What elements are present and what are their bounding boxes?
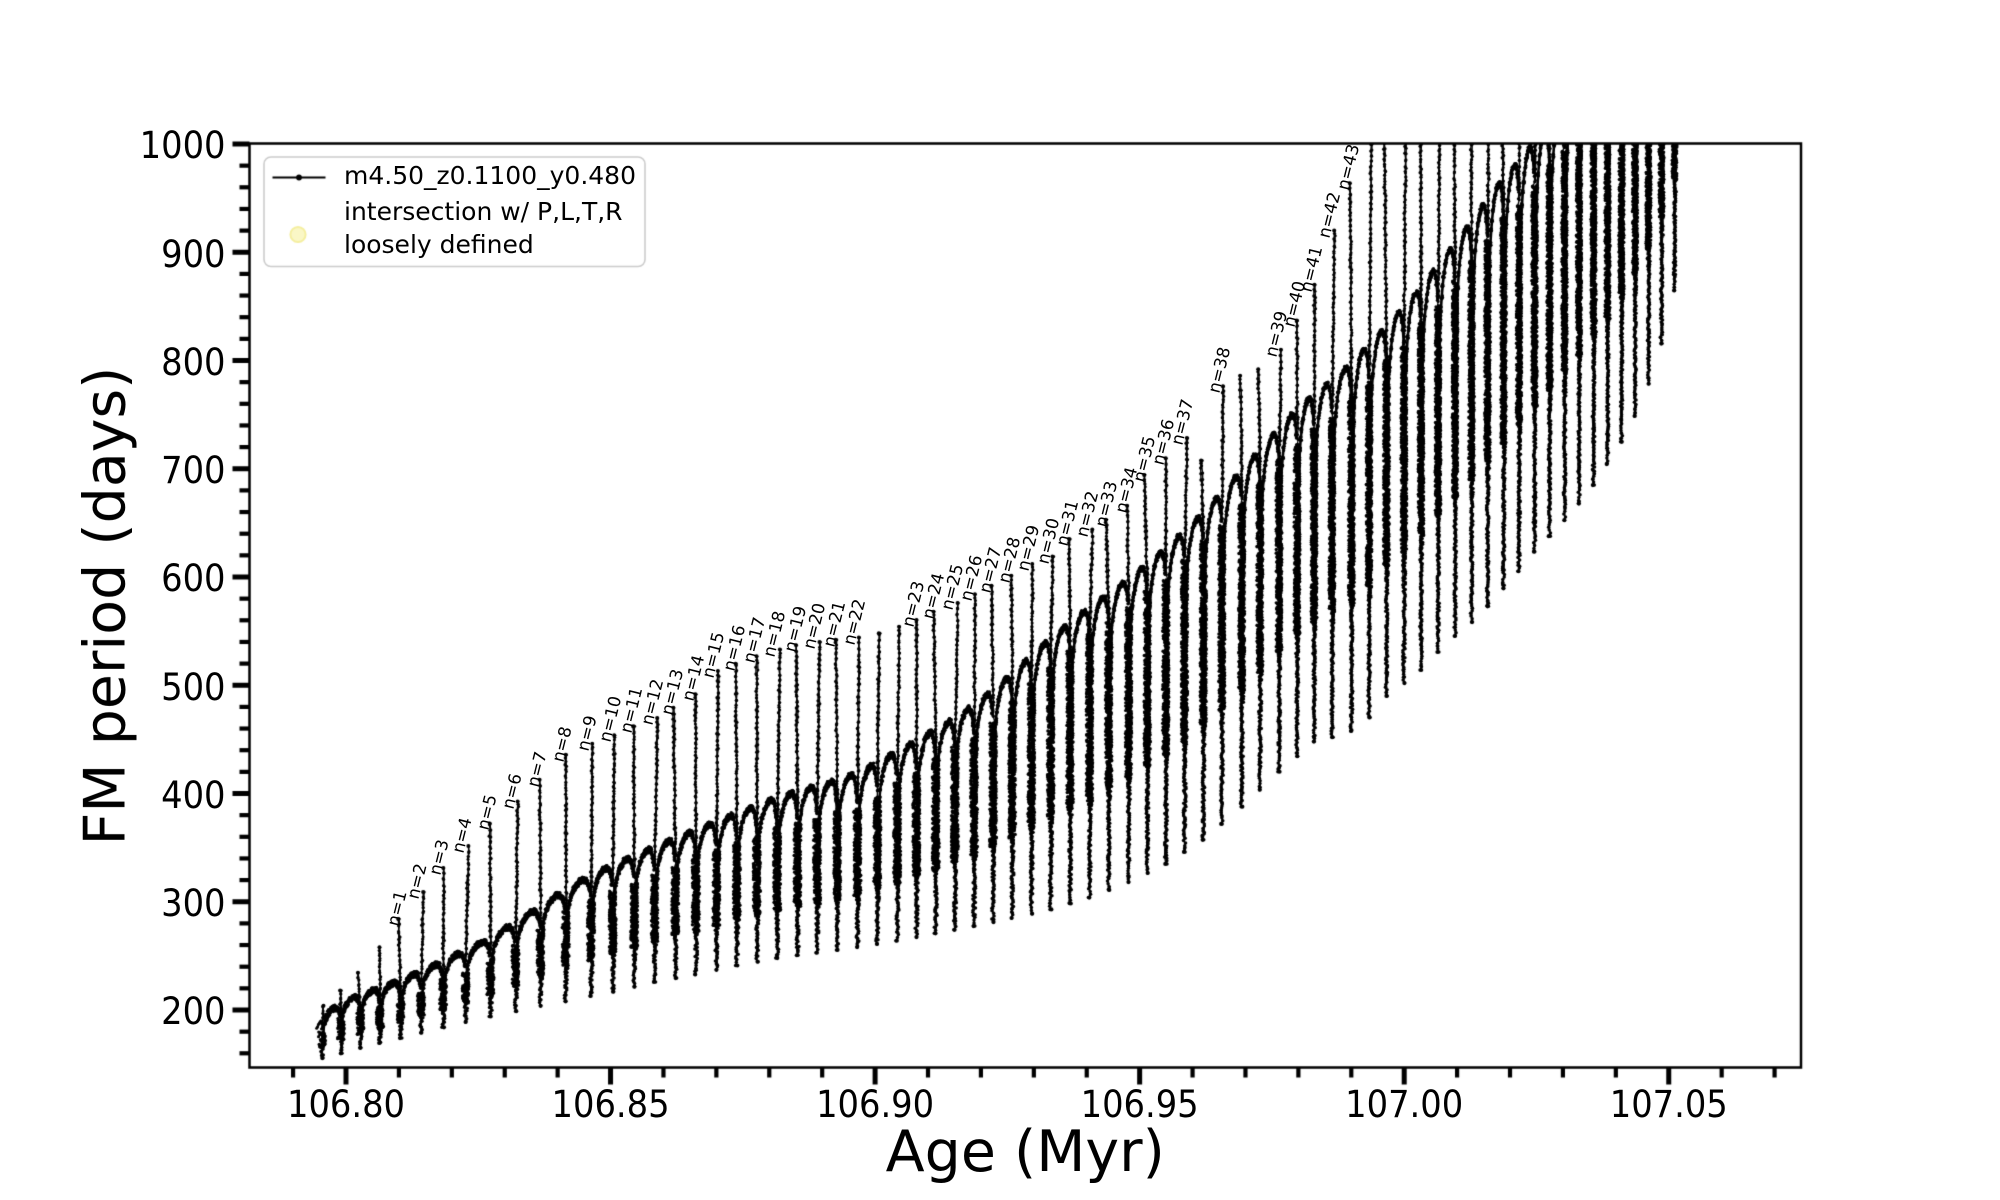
legend-entry-intersection-label: intersection w/ P,L,T,R loosely defined [344,197,623,260]
y-tick-label: 300 [161,881,226,926]
y-tick-label: 600 [161,556,226,601]
y-tick-label: 800 [161,339,226,384]
x-axis-label: Age (Myr) [885,1119,1165,1185]
y-tick-label: 1000 [139,123,226,168]
y-tick-label: 500 [161,664,226,709]
y-tick-label: 900 [161,231,226,276]
y-tick-label: 700 [161,448,226,493]
y-axis-label: FM period (days) [72,366,139,845]
legend-entry-series-label: m4.50_z0.1100_y0.480 [344,160,636,190]
x-tick-label: 106.85 [551,1082,670,1126]
x-tick-label: 107.00 [1345,1082,1464,1126]
x-tick-label: 106.90 [816,1082,935,1126]
x-tick-label: 107.05 [1609,1082,1728,1126]
y-tick-label: 400 [161,772,226,817]
x-tick-label: 106.95 [1080,1082,1199,1126]
x-tick-label: 106.80 [286,1082,406,1126]
y-tick-label: 200 [161,989,226,1034]
